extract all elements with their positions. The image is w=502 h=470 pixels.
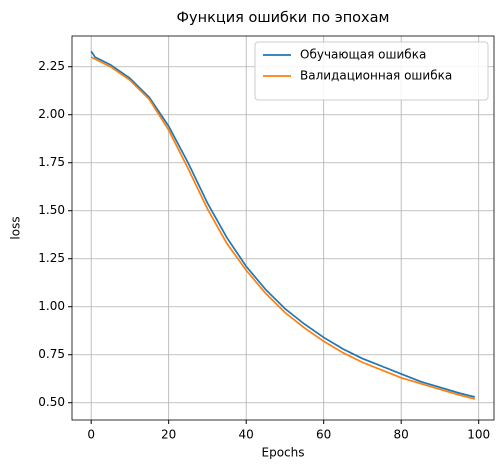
x-tick-label: 100 xyxy=(467,428,490,442)
series-line xyxy=(90,50,476,398)
y-tick-label: 1.75 xyxy=(38,155,65,169)
y-tick-label: 2.25 xyxy=(38,59,65,73)
y-axis-label: loss xyxy=(9,216,23,239)
plot-frame xyxy=(71,35,495,421)
y-tick-label: 1.25 xyxy=(38,251,65,265)
y-tick-label: 2.00 xyxy=(38,107,65,121)
series-line xyxy=(90,56,476,400)
x-tick-label: 40 xyxy=(239,428,254,442)
legend-box xyxy=(254,41,489,101)
x-tick-label: 20 xyxy=(161,428,176,442)
x-tick-label: 80 xyxy=(394,428,409,442)
x-axis-label: Epochs xyxy=(262,446,305,460)
y-tick-label: 1.00 xyxy=(38,299,65,313)
x-tick-label: 0 xyxy=(87,428,95,442)
y-tick-label: 1.50 xyxy=(38,203,65,217)
x-tick-label: 60 xyxy=(316,428,331,442)
chart-title: Функция ошибки по эпохам xyxy=(177,10,390,26)
y-tick-label: 0.50 xyxy=(38,395,65,409)
legend-label: Валидационная ошибка xyxy=(300,69,452,83)
legend-label: Обучающая ошибка xyxy=(300,48,426,62)
y-tick-label: 0.75 xyxy=(38,347,65,361)
